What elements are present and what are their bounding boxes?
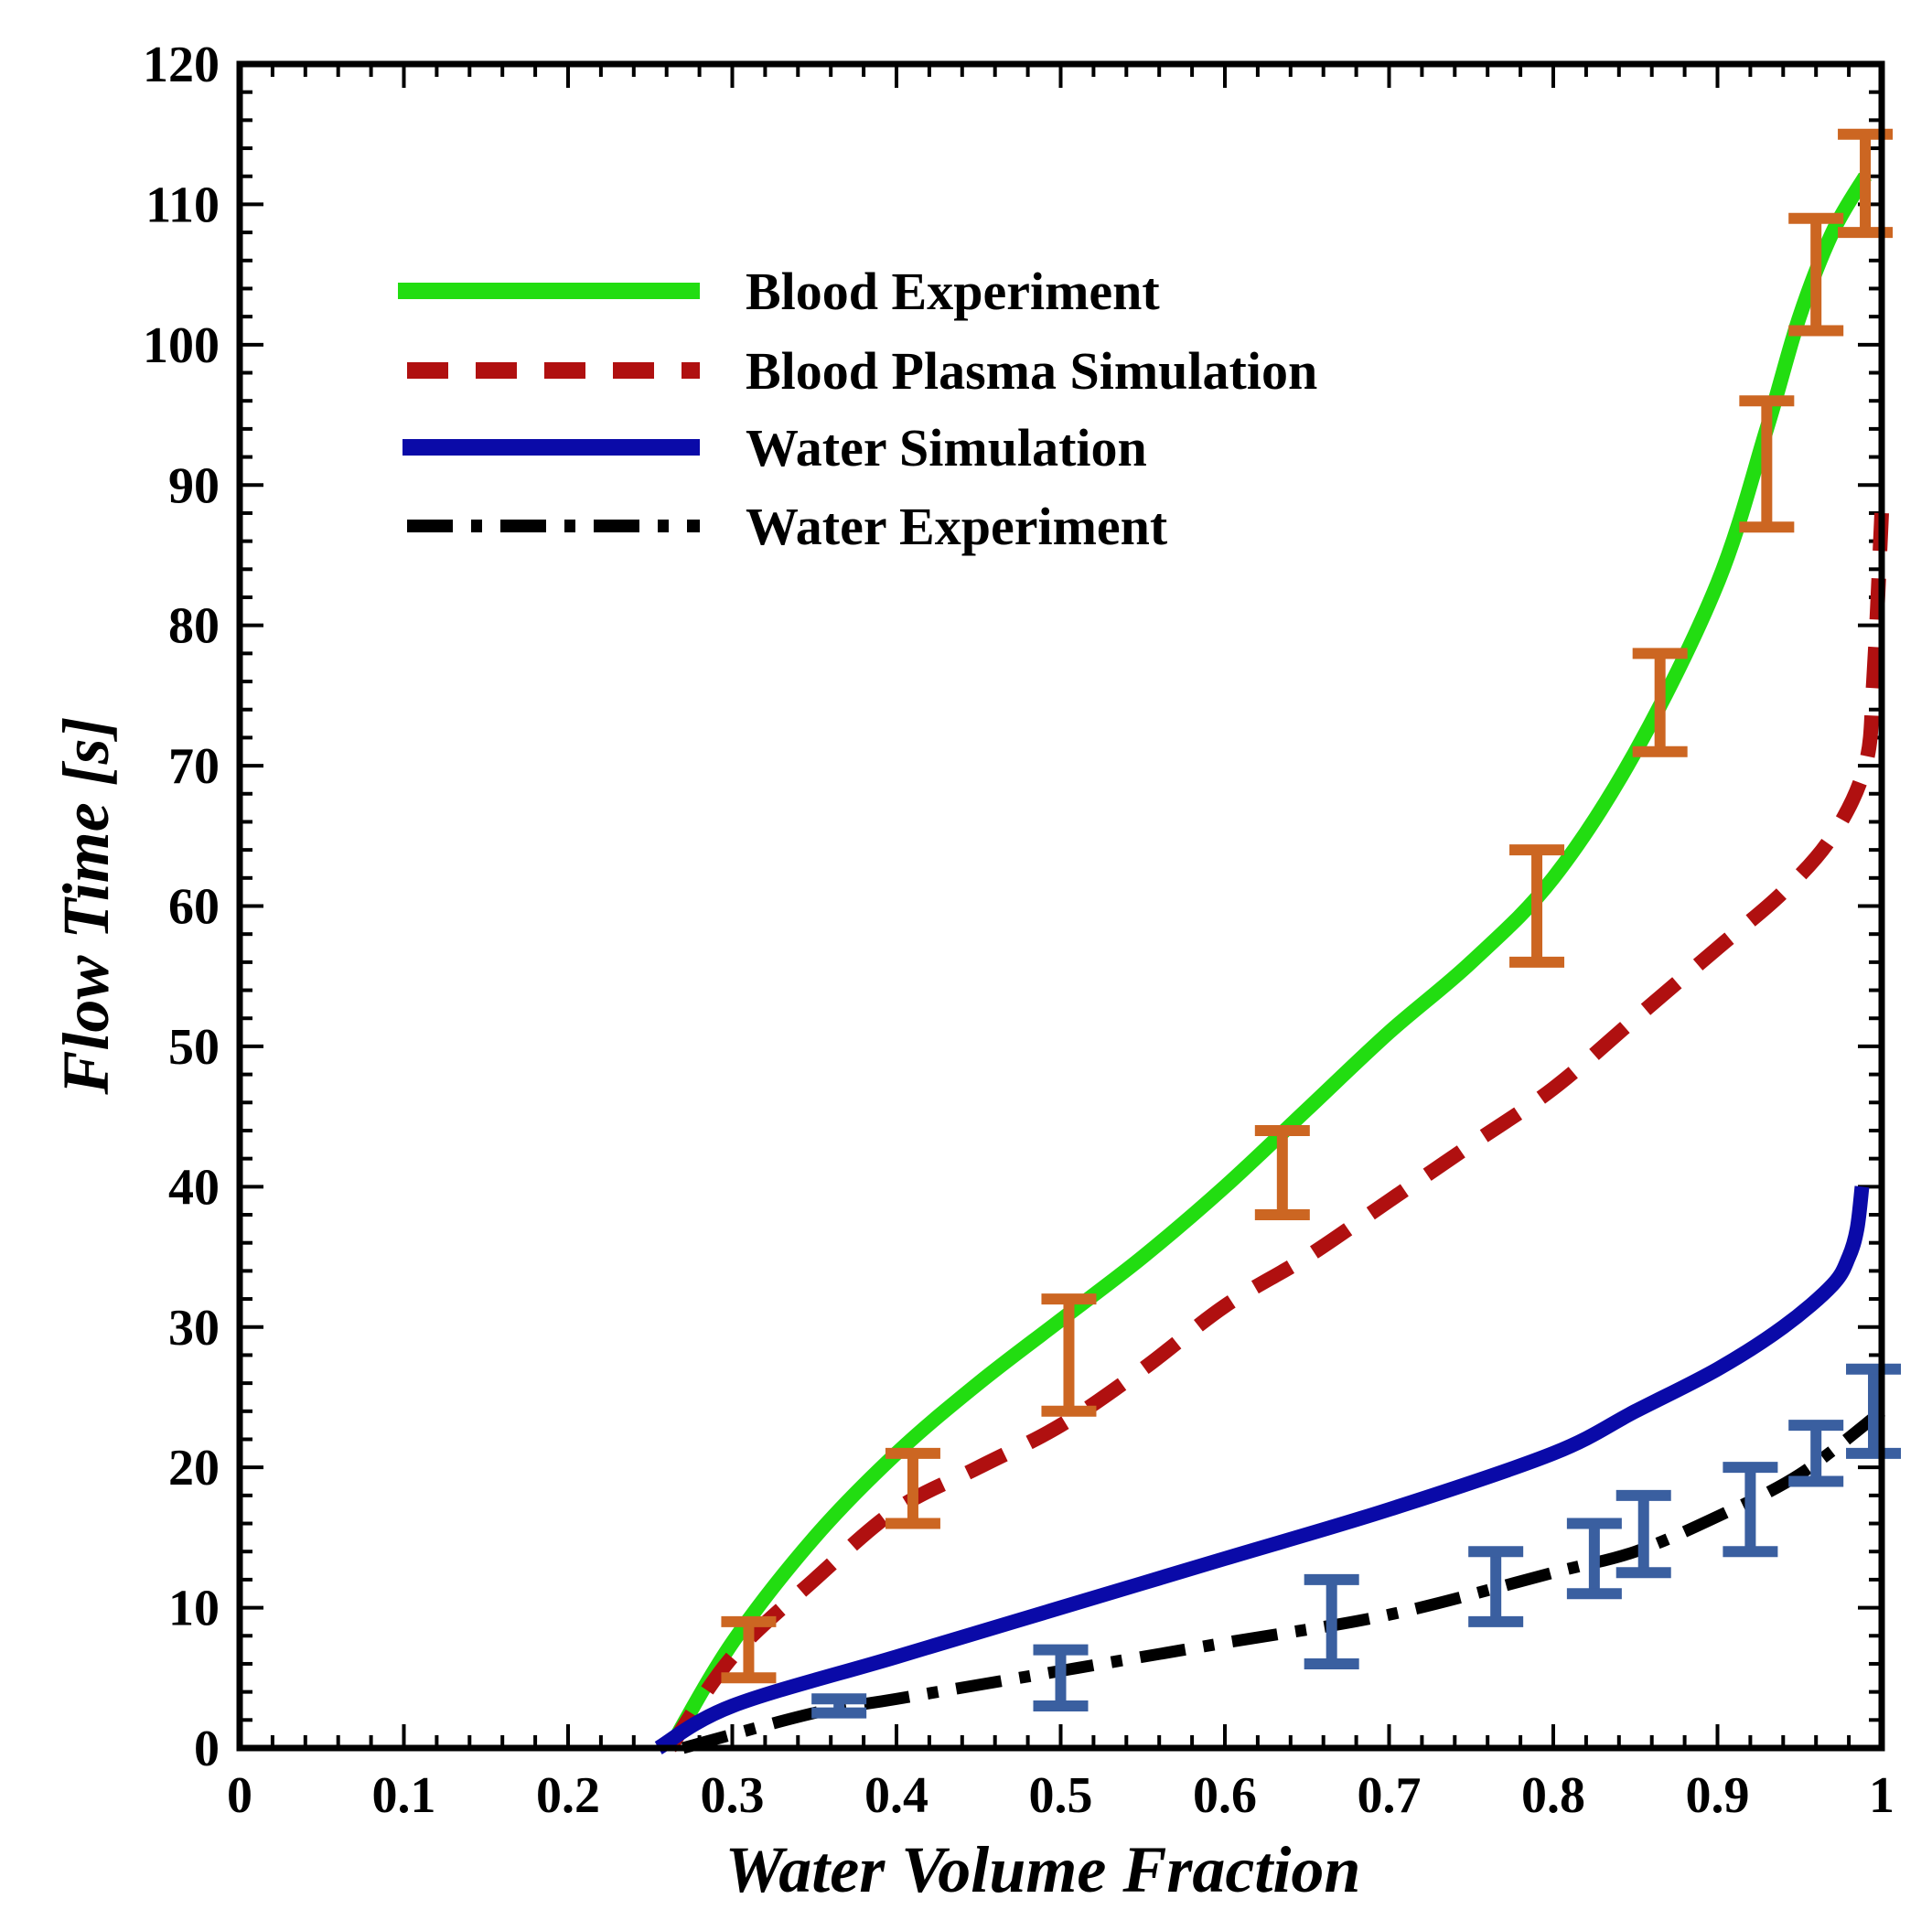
blood-error-bar (1041, 1293, 1097, 1417)
x-tick-label: 0.7 (1358, 1767, 1422, 1824)
y-tick-label: 100 (143, 317, 220, 374)
y-tick-label: 70 (168, 738, 220, 795)
x-tick-label: 0.6 (1193, 1767, 1257, 1824)
blood-plasma-simulation-line (663, 512, 1889, 1753)
y-tick-label: 20 (168, 1440, 220, 1496)
water-error-bar (1468, 1546, 1524, 1627)
water-experiment-line (681, 1406, 1885, 1754)
water-error-bar (1304, 1573, 1359, 1669)
y-tick-label: 50 (168, 1019, 220, 1076)
water-error-bar (1846, 1363, 1902, 1459)
y-tick-label: 90 (168, 457, 220, 514)
blood-error-bar (885, 1447, 940, 1529)
y-tick-label: 0 (194, 1721, 220, 1777)
blood-error-bar (1254, 1124, 1310, 1221)
y-tick-label: 30 (168, 1300, 220, 1357)
water-error-bar (1566, 1518, 1622, 1600)
x-tick-label: 0.4 (864, 1767, 928, 1824)
y-tick-label: 10 (168, 1581, 220, 1637)
water-simulation-line (654, 1185, 1870, 1754)
error-bars (721, 128, 1902, 1719)
x-tick-label: 0.5 (1029, 1767, 1093, 1824)
legend-label-blood-plasma-simulation: Blood Plasma Simulation (746, 341, 1317, 401)
water-error-bar (1615, 1489, 1671, 1579)
tick-labels: 0 0.1 0.2 0.3 0.4 0.5 0.6 0.7 0.8 0.9 101020304050… (143, 37, 1894, 1824)
water-error-bar (1788, 1420, 1844, 1487)
y-tick-label: 110 (145, 177, 220, 233)
x-tick-label: 0.3 (701, 1767, 765, 1824)
blood-error-bar (721, 1615, 777, 1684)
x-tick-label: 0.1 (372, 1767, 436, 1824)
blood-error-bar (1739, 395, 1795, 533)
legend-label-water-simulation: Water Simulation (746, 418, 1147, 477)
legend-label-blood-experiment: Blood Experiment (746, 262, 1160, 321)
x-tick-label: 0.9 (1686, 1767, 1750, 1824)
y-tick-label: 40 (168, 1159, 220, 1216)
blood-error-bar (1788, 212, 1844, 337)
x-tick-label: 0 (227, 1767, 252, 1824)
x-tick-label: 0.2 (536, 1767, 600, 1824)
water-error-bar (1033, 1644, 1089, 1711)
x-tick-label: 0.8 (1521, 1767, 1585, 1824)
y-axis-title: Flow Time [s] (49, 716, 123, 1095)
blood-error-bar (1509, 844, 1565, 968)
legend: Blood Experiment Blood Plasma Simulation… (398, 262, 1317, 556)
water-error-bar (811, 1693, 867, 1719)
y-tick-label: 60 (168, 879, 220, 936)
x-axis-title: Water Volume Fraction (725, 1833, 1361, 1906)
legend-label-water-experiment: Water Experiment (746, 497, 1168, 556)
water-error-bar (1723, 1462, 1778, 1558)
x-tick-label: 1 (1869, 1767, 1894, 1824)
plot-frame (236, 60, 1885, 1752)
y-tick-label: 120 (143, 37, 220, 93)
blood-error-bar (1632, 648, 1688, 757)
y-tick-label: 80 (168, 598, 220, 655)
